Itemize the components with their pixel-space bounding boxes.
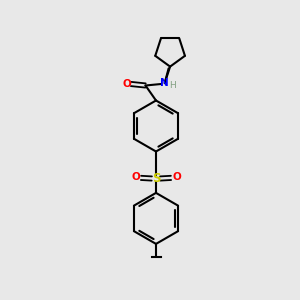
Text: O: O — [123, 79, 132, 89]
Text: S: S — [152, 172, 160, 185]
Text: N: N — [160, 78, 169, 88]
Text: O: O — [172, 172, 181, 182]
Text: H: H — [169, 81, 176, 90]
Text: O: O — [131, 172, 140, 182]
